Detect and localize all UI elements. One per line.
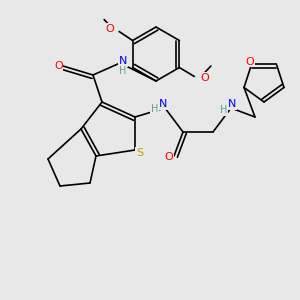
Text: O: O [164,152,173,163]
Text: N: N [228,99,237,110]
Text: H: H [220,105,227,116]
Text: N: N [159,99,168,110]
Text: O: O [246,57,254,67]
Text: O: O [200,73,209,83]
Text: O: O [106,23,115,34]
Text: H: H [151,104,158,115]
Text: N: N [119,56,127,67]
Text: H: H [119,65,127,76]
Text: O: O [54,61,63,71]
Text: S: S [136,148,143,158]
